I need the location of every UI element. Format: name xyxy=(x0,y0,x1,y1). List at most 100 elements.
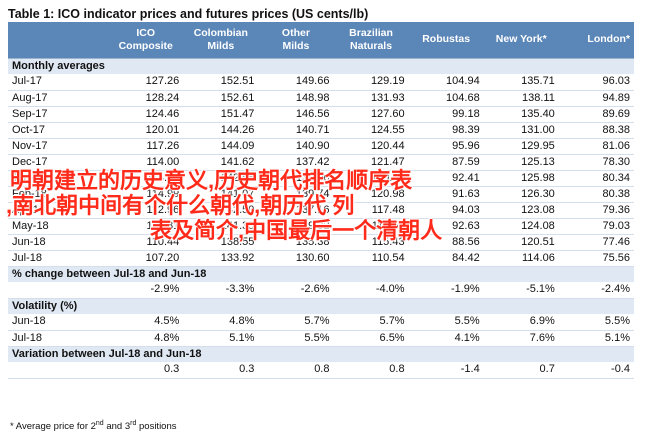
table-cell: -5.1% xyxy=(483,282,559,299)
footnote-sup: rd xyxy=(130,420,137,427)
table-cell: 91.63 xyxy=(408,186,484,203)
table-cell: -2.4% xyxy=(558,282,634,299)
row-label: Dec-17 xyxy=(8,154,109,171)
table-cell: 117.48 xyxy=(333,202,409,219)
table-cell: 139.06 xyxy=(258,170,334,187)
table-cell: 96.03 xyxy=(558,74,634,91)
table-cell: 99.18 xyxy=(408,106,484,123)
table-cell: -1.9% xyxy=(408,282,484,299)
table-cell: 114.06 xyxy=(483,250,559,267)
table-cell: 140.71 xyxy=(258,122,334,139)
table-cell: 131.93 xyxy=(333,90,409,107)
table-cell: 133.92 xyxy=(183,250,259,267)
table-cell: 124.46 xyxy=(108,106,184,123)
row-label: Jul-18 xyxy=(8,330,109,347)
table-row: Aug-17 128.24 152.61 148.98 131.93 104.68 138.… xyxy=(8,90,634,107)
table-cell: 139.74 xyxy=(258,186,334,203)
table-cell: 137.42 xyxy=(258,154,334,171)
table-cell: 89.69 xyxy=(558,106,634,123)
table-cell: 113.81 xyxy=(108,218,184,235)
table-cell: 81.06 xyxy=(558,138,634,155)
table-cell: 78.30 xyxy=(558,154,634,171)
table-row: May-18 113.81 141.35 139.32 118.54 92.63 124.0… xyxy=(8,218,634,235)
table-cell: 135.71 xyxy=(483,74,559,91)
column-header-line: Milds xyxy=(207,39,235,52)
table-row: Jul-18 4.8% 5.1% 5.5% 6.5% 4.1% 7.6% 5.1% xyxy=(8,330,634,347)
table-cell: 92.41 xyxy=(408,170,484,187)
table-cell: 149.66 xyxy=(258,74,334,91)
column-header: Robustas xyxy=(408,22,484,58)
section-title: % change between Jul-18 and Jun-18 xyxy=(8,265,634,282)
table-row: Jun-18 4.5% 4.8% 5.7% 5.7% 5.5% 6.9% 5.5% xyxy=(8,314,634,331)
table-cell: 114.99 xyxy=(108,186,184,203)
table-cell: 110.54 xyxy=(333,250,409,267)
table-cell: 120.44 xyxy=(333,138,409,155)
table-cell: 5.7% xyxy=(258,314,334,331)
table-cell: 141.35 xyxy=(183,218,259,235)
table-cell: 144.26 xyxy=(183,122,259,139)
table-cell: 0.8 xyxy=(333,362,409,379)
table-cell: 6.9% xyxy=(483,314,559,331)
table-cell: 84.42 xyxy=(408,250,484,267)
table-cell: 114.00 xyxy=(108,154,184,171)
row-label: Jul-17 xyxy=(8,74,109,91)
table-cell: 104.94 xyxy=(408,74,484,91)
column-header: Brazilian Naturals xyxy=(333,22,409,58)
table-cell: 98.39 xyxy=(408,122,484,139)
table-cell: 0.8 xyxy=(258,362,334,379)
footnote: * Average price for 2nd and 3rd position… xyxy=(10,420,177,432)
footnote-text: * Average price for 2 xyxy=(10,421,96,433)
table-cell: 88.56 xyxy=(408,234,484,251)
column-header-line: Milds xyxy=(282,39,310,52)
price-table: ICO Composite Colombian Milds Other Milds Braz… xyxy=(8,22,634,379)
table-row: Jan-18 114.62 142.68 139.06 120.12 92.41 125.9… xyxy=(8,170,634,187)
table-cell: 125.13 xyxy=(483,154,559,171)
table-row: Apr-18 112.96 142.50 137.16 117.48 94.03 123.0… xyxy=(8,202,634,219)
section-title: Monthly averages xyxy=(8,57,634,74)
table-cell: 135.38 xyxy=(258,234,334,251)
row-label: Jun-18 xyxy=(8,314,109,331)
table-cell: 152.61 xyxy=(183,90,259,107)
column-header-line: Colombian xyxy=(193,26,248,39)
table-cell: 88.38 xyxy=(558,122,634,139)
table-cell: 115.43 xyxy=(333,234,409,251)
table-cell: 92.63 xyxy=(408,218,484,235)
table-cell: 80.38 xyxy=(558,186,634,203)
table-cell: 5.1% xyxy=(183,330,259,347)
table-title: Table 1: ICO indicator prices and future… xyxy=(8,7,369,21)
column-header-line: ICO xyxy=(136,26,156,39)
table-cell: 120.01 xyxy=(108,122,184,139)
table-cell: 124.08 xyxy=(483,218,559,235)
table-row: Dec-17 114.00 141.62 137.42 121.47 87.59 125.1… xyxy=(8,154,634,171)
table-cell: 148.98 xyxy=(258,90,334,107)
column-header: Other Milds xyxy=(258,22,334,58)
section-title: Variation between Jul-18 and Jun-18 xyxy=(8,345,634,362)
row-label: Aug-17 xyxy=(8,90,109,107)
table-cell: 120.51 xyxy=(483,234,559,251)
table-cell: 0.3 xyxy=(108,362,184,379)
row-label: Jun-18 xyxy=(8,234,109,251)
row-label: Sep-17 xyxy=(8,106,109,123)
column-header-line: Composite xyxy=(118,39,173,52)
table-row: 0.3 0.3 0.8 0.8 -1.4 0.7 -0.4 xyxy=(8,362,634,379)
section-header-row: Variation between Jul-18 and Jun-18 xyxy=(8,345,634,362)
table-cell: 131.00 xyxy=(483,122,559,139)
table-cell: 135.40 xyxy=(483,106,559,123)
table-cell: 79.36 xyxy=(558,202,634,219)
table-cell: -4.0% xyxy=(333,282,409,299)
table-cell: 94.89 xyxy=(558,90,634,107)
column-header-line: Naturals xyxy=(350,39,393,52)
column-header-line: New York* xyxy=(495,33,547,46)
table-cell: 5.5% xyxy=(558,314,634,331)
table-cell: 5.7% xyxy=(333,314,409,331)
table-cell: 77.46 xyxy=(558,234,634,251)
table-row: -2.9% -3.3% -2.6% -4.0% -1.9% -5.1% -2.4% xyxy=(8,282,634,299)
column-header: London* xyxy=(558,22,634,58)
table-cell: 128.24 xyxy=(108,90,184,107)
table-cell: 120.98 xyxy=(333,186,409,203)
row-label: Jul-18 xyxy=(8,250,109,267)
table-cell: 129.19 xyxy=(333,74,409,91)
column-header: Colombian Milds xyxy=(183,22,259,58)
table-cell: 146.56 xyxy=(258,106,334,123)
table-cell: 138.11 xyxy=(483,90,559,107)
